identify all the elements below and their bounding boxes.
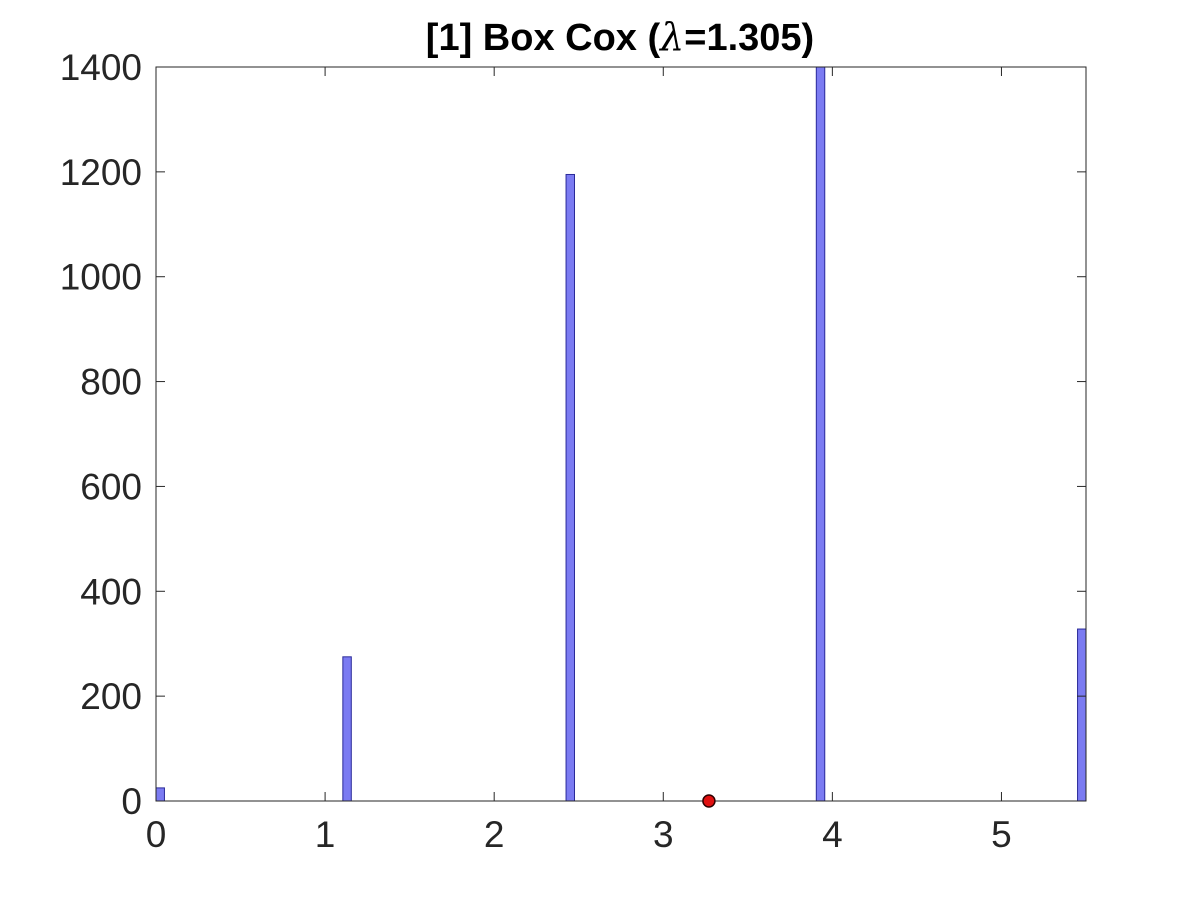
y-tick-label-3: 600 <box>80 466 142 507</box>
y-tick-label-7: 1400 <box>60 47 142 88</box>
ticks-layer: 0 1 2 3 4 5 0 200 400 600 800 1000 1200 1400 <box>60 47 1086 855</box>
y-tick-label-6: 1200 <box>60 152 142 193</box>
y-tick-label-0: 0 <box>121 781 142 822</box>
bar-2 <box>565 173 576 802</box>
x-tick-label-0: 0 <box>146 814 167 855</box>
x-tick-label-4: 4 <box>822 814 843 855</box>
bars-layer <box>155 66 1087 802</box>
y-tick-label-2: 400 <box>80 571 142 612</box>
bar-3 <box>815 66 826 802</box>
x-tick-label-3: 3 <box>653 814 674 855</box>
lambda-marker <box>702 794 716 808</box>
y-tick-label-4: 800 <box>80 362 142 403</box>
y-tick-label-1: 200 <box>80 676 142 717</box>
chart-title-symbol: λ <box>658 15 684 59</box>
x-tick-label-1: 1 <box>315 814 336 855</box>
bar-0 <box>155 787 165 802</box>
plot-box <box>155 66 1087 802</box>
bar-1 <box>342 656 352 802</box>
x-tick-label-5: 5 <box>991 814 1012 855</box>
chart-title-suffix: =1.305) <box>684 17 814 59</box>
y-tick-label-5: 1000 <box>60 257 142 298</box>
bar-4 <box>1077 628 1087 802</box>
marker-layer <box>702 794 716 808</box>
x-tick-label-2: 2 <box>484 814 505 855</box>
chart-title-prefix: [1] Box Cox ( <box>426 17 661 59</box>
chart-title: [1] Box Cox (λ=1.305) <box>426 15 814 59</box>
axes-layer <box>155 66 1087 802</box>
